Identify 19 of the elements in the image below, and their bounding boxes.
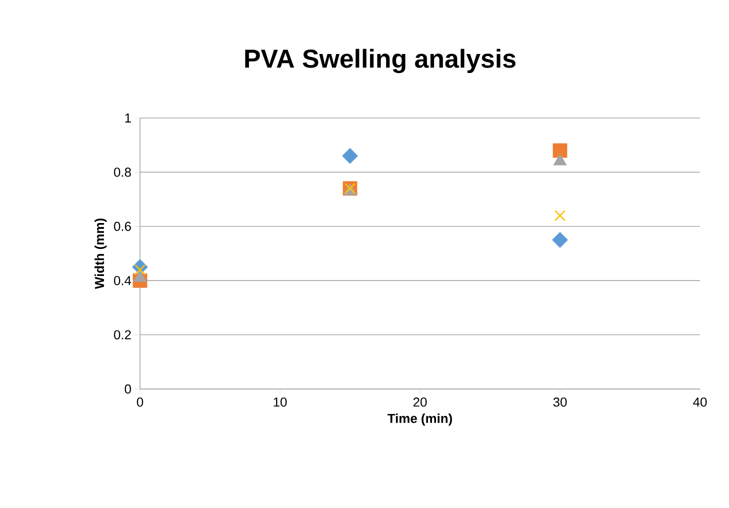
chart-title: PVA Swelling analysis	[245, 48, 516, 74]
y-tick-label: 0.2	[114, 330, 131, 340]
point	[134, 264, 146, 276]
y-tick-label: 1	[125, 114, 131, 122]
x-tick-label: 30	[553, 398, 567, 407]
point	[552, 143, 568, 158]
y-tick-label: 0	[124, 384, 131, 394]
x-tick-label: 0	[136, 398, 144, 407]
x-tick-label: 10	[274, 398, 287, 407]
y-tick-label: 0.6	[114, 222, 131, 231]
point	[554, 210, 566, 222]
y-tick-label: 0.4	[114, 276, 132, 286]
x-tick-label: 20	[413, 398, 427, 407]
x-tick-label: 40	[693, 398, 707, 407]
point	[552, 232, 568, 248]
x-axis-title: Time (min)	[388, 414, 452, 426]
y-tick-label: 0.8	[114, 168, 131, 177]
point	[342, 148, 358, 164]
y-axis-title: Width (mm)	[94, 218, 107, 290]
